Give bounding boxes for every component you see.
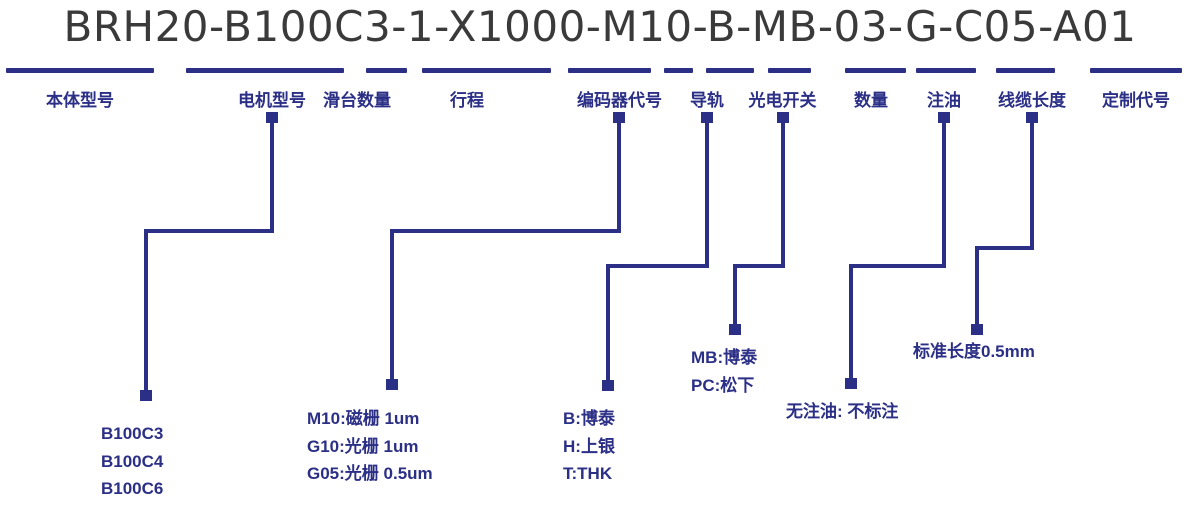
options-body-model: B100C3 B100C4 B100C6 <box>101 420 163 503</box>
option-line: T:THK <box>563 464 613 484</box>
option-line: B:博泰 <box>563 409 615 428</box>
label-stroke: 行程 <box>450 91 484 110</box>
leader-encoder-code <box>390 118 621 385</box>
rule-slider-count <box>366 68 407 73</box>
rule-quantity <box>768 68 811 73</box>
option-line: MB:博泰 <box>691 348 758 367</box>
rule-encoder-code <box>568 68 651 73</box>
label-custom-code: 定制代号 <box>1102 91 1170 110</box>
label-cable-length: 线缆长度 <box>998 91 1066 110</box>
rule-cable-length <box>916 68 976 73</box>
options-photo-switch: MB:博泰 PC:松下 <box>691 344 757 399</box>
option-line: B100C4 <box>101 451 164 471</box>
terminal-oiling <box>845 378 857 389</box>
options-guide-rail: B:博泰 H:上银 T:THK <box>563 405 615 488</box>
options-cable-length: 标准长度0.5mm <box>913 338 1035 366</box>
rule-custom-code-2 <box>1090 68 1182 73</box>
terminal-cable-length <box>971 324 983 335</box>
option-line: PC:松下 <box>691 375 755 395</box>
rule-motor-model <box>186 68 344 73</box>
leader-photo-switch <box>733 118 785 330</box>
label-motor-model: 电机型号 <box>238 91 306 110</box>
label-photo-switch: 光电开关 <box>748 91 817 110</box>
label-slider-count: 滑台数量 <box>323 91 391 110</box>
leader-body-model <box>144 118 274 396</box>
rule-oiling <box>845 68 906 73</box>
options-oiling: 无注油: 不标注 <box>786 398 898 426</box>
anchor-guide-rail <box>701 112 713 123</box>
option-line: M10:磁栅 1um <box>307 409 420 428</box>
option-line: H:上银 <box>563 436 615 456</box>
anchor-body-model <box>266 112 278 123</box>
model-code-string: BRH20-B100C3-1-X1000-M10-B-MB-03-G-C05-A… <box>63 2 1137 51</box>
anchor-cable-length <box>1026 112 1038 123</box>
option-line: B100C3 <box>101 424 164 443</box>
terminal-body-model <box>140 390 152 401</box>
rule-guide-rail <box>664 68 693 73</box>
anchor-encoder-code <box>613 112 625 123</box>
options-encoder-code: M10:磁栅 1um G10:光栅 1um G05:光栅 0.5um <box>307 405 433 488</box>
terminal-encoder-code <box>386 379 398 390</box>
label-quantity: 数量 <box>854 91 888 110</box>
label-encoder-code: 编码器代号 <box>577 91 662 110</box>
rule-photo-switch <box>706 68 754 73</box>
rule-body-model <box>6 68 154 73</box>
label-oiling: 注油 <box>927 91 961 110</box>
option-line: G10:光栅 1um <box>307 436 419 456</box>
anchor-oiling <box>938 112 950 123</box>
option-line: 无注油: 不标注 <box>786 402 899 421</box>
option-line: G05:光栅 0.5um <box>307 464 433 484</box>
leader-guide-rail <box>606 118 709 386</box>
anchor-photo-switch <box>777 112 789 123</box>
rule-custom-code <box>996 68 1055 73</box>
terminal-photo-switch <box>729 324 741 335</box>
option-line: B100C6 <box>101 479 164 499</box>
terminal-guide-rail <box>602 380 614 391</box>
label-body-model: 本体型号 <box>46 91 114 110</box>
rule-stroke <box>422 68 551 73</box>
option-line: 标准长度0.5mm <box>913 342 1035 361</box>
leader-oiling <box>849 118 946 384</box>
label-guide-rail: 导轨 <box>690 91 724 110</box>
leader-cable-length <box>975 118 1034 330</box>
